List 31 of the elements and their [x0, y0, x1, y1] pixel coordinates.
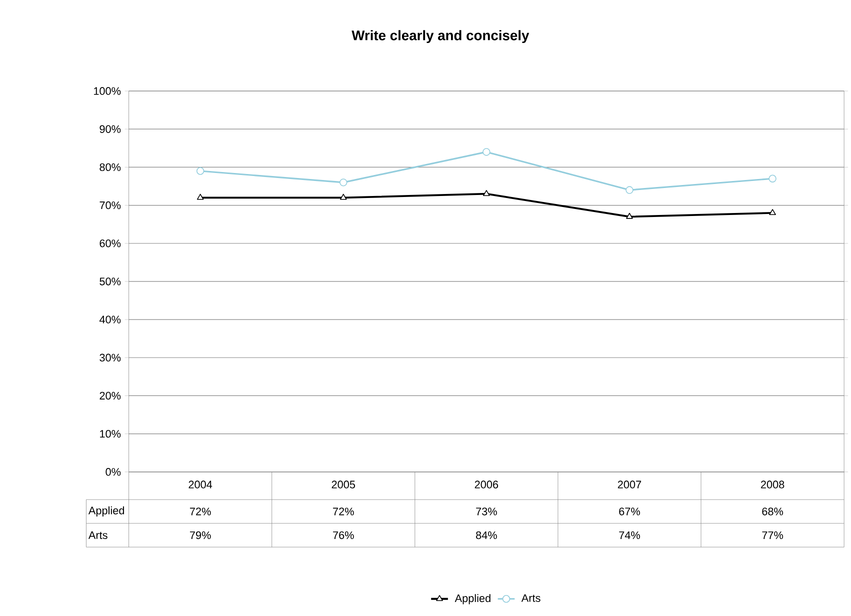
- chart-title: Write clearly and concisely: [352, 30, 530, 43]
- y-tick-label: 0%: [106, 468, 121, 476]
- text: Applied: [88, 506, 124, 516]
- x-tick-label: 2005: [332, 480, 356, 488]
- x-tick-label: 2004: [188, 480, 212, 488]
- data-label: 84%: [476, 531, 497, 539]
- x-tick-label: 2008: [760, 480, 784, 488]
- y-tick-label: 10%: [100, 430, 121, 438]
- data-label: 72%: [190, 507, 211, 516]
- y-tick-label: 40%: [99, 316, 121, 324]
- y-tick-label: 50%: [100, 277, 121, 286]
- data-label: 74%: [619, 531, 640, 539]
- data-label: 68%: [762, 507, 784, 516]
- x-tick-label: 2006: [474, 480, 498, 488]
- legend-label: Applied: [454, 594, 490, 604]
- y-tick-label: 70%: [100, 201, 121, 209]
- data-label: 79%: [190, 531, 211, 539]
- y-tick-label: 30%: [100, 354, 121, 362]
- data-label: 73%: [476, 507, 497, 516]
- y-tick-label: 20%: [100, 392, 121, 400]
- y-tick-label: 100%: [94, 86, 121, 95]
- data-label: 67%: [619, 507, 640, 516]
- legend-label: Arts: [521, 594, 540, 602]
- y-tick-label: 60%: [100, 239, 121, 248]
- y-tick-label: 80%: [100, 163, 121, 171]
- text: Arts: [88, 531, 108, 539]
- data-label: 72%: [333, 507, 354, 516]
- x-tick-label: 2007: [618, 480, 642, 488]
- data-label: 77%: [762, 531, 784, 539]
- data-label: 76%: [333, 531, 354, 539]
- y-tick-label: 90%: [100, 125, 121, 133]
